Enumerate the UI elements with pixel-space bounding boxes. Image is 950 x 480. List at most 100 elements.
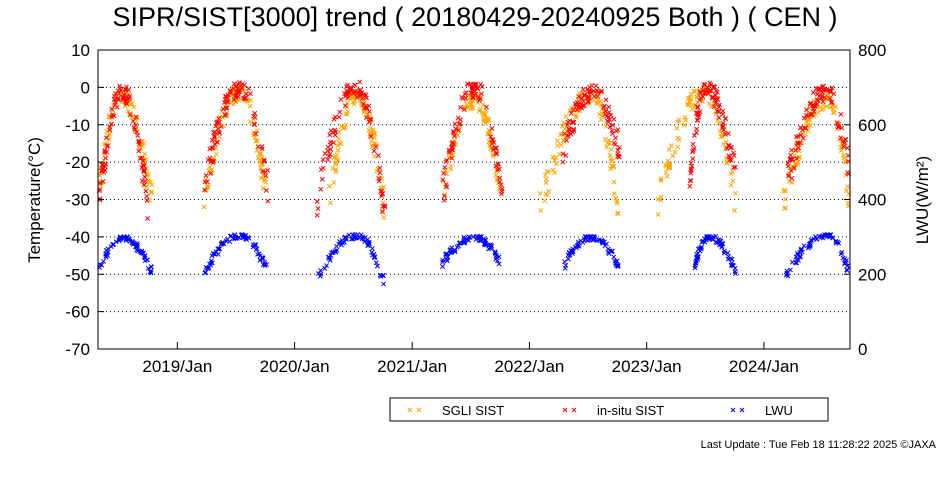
in-situ-sist-point	[479, 91, 484, 97]
in-situ-sist-point	[375, 153, 381, 158]
sgli-sist-point	[607, 152, 613, 158]
in-situ-sist-point	[814, 97, 820, 103]
in-situ-sist-point	[450, 144, 456, 150]
in-situ-sist-point	[100, 166, 106, 172]
in-situ-sist-point	[142, 178, 148, 184]
lwu-point	[337, 239, 343, 245]
sgli-sist-point	[143, 156, 149, 162]
in-situ-sist-point	[615, 127, 621, 133]
in-situ-sist-point	[571, 126, 577, 132]
lwu-point	[594, 238, 600, 244]
sgli-sist-point	[344, 100, 350, 106]
in-situ-sist-point	[261, 157, 267, 163]
in-situ-sist-point	[315, 206, 321, 212]
in-situ-sist-point	[700, 94, 706, 100]
in-situ-sist-point	[144, 198, 150, 203]
sgli-sist-point	[603, 123, 609, 129]
sgli-sist-point	[260, 185, 266, 191]
sgli-sist-point	[553, 155, 559, 160]
in-situ-sist-point	[441, 197, 447, 203]
sgli-sist-point	[838, 148, 844, 153]
lwu-point	[140, 250, 146, 256]
sgli-sist-point	[344, 111, 350, 117]
sgli-sist-point	[125, 108, 131, 114]
y-tick-label: 10	[71, 41, 90, 60]
in-situ-sist-point	[203, 173, 209, 178]
sgli-sist-point	[381, 215, 387, 221]
x-tick-label: 2024/Jan	[729, 357, 799, 376]
in-situ-sist-point	[441, 193, 447, 199]
in-situ-sist-point	[615, 151, 621, 157]
sgli-sist-point	[486, 128, 492, 133]
sgli-sist-point	[333, 169, 339, 175]
in-situ-sist-point	[223, 105, 229, 111]
in-situ-sist-point	[97, 180, 103, 186]
lwu-point	[718, 241, 724, 247]
sgli-sist-point	[484, 117, 490, 123]
lwu-point	[601, 239, 607, 245]
lwu-point	[381, 281, 387, 287]
in-situ-sist-point	[470, 94, 476, 100]
in-situ-sist-point	[209, 145, 215, 151]
in-situ-sist-point	[330, 129, 336, 135]
in-situ-sist-point	[493, 145, 499, 151]
in-situ-sist-point	[834, 120, 840, 126]
in-situ-sist-point	[838, 111, 844, 117]
in-situ-sist-point	[342, 103, 348, 109]
y2-axis-title: LWU(W/m²)	[913, 156, 932, 244]
sgli-sist-point	[830, 109, 836, 115]
in-situ-sist-point	[326, 153, 332, 159]
y-axis-title: Temperature(°C)	[25, 137, 44, 263]
legend-label: SGLI SIST	[442, 403, 504, 418]
in-situ-sist-point	[103, 155, 108, 161]
in-situ-sist-point	[818, 95, 824, 101]
lwu-point	[844, 267, 850, 273]
sgli-sist-point	[573, 112, 579, 118]
sgli-sist-point	[335, 147, 341, 153]
lwu-point	[129, 240, 135, 246]
in-situ-sist-point	[354, 94, 360, 100]
in-situ-sist-point	[731, 153, 737, 159]
in-situ-sist-point	[382, 203, 388, 209]
lwu-point	[141, 254, 147, 260]
in-situ-sist-point	[224, 105, 230, 111]
y2-tick-label: 0	[858, 340, 867, 359]
in-situ-sist-point	[494, 151, 500, 157]
sgli-sist-point	[262, 177, 267, 183]
y2-tick-label: 800	[858, 41, 886, 60]
in-situ-sist-point	[102, 148, 108, 153]
in-situ-sist-point	[714, 89, 720, 95]
in-situ-sist-point	[202, 187, 208, 193]
in-situ-sist-point	[353, 89, 358, 95]
sgli-sist-point	[254, 128, 260, 134]
in-situ-sist-point	[811, 103, 817, 109]
in-situ-sist-point	[443, 159, 449, 165]
in-situ-sist-point	[582, 92, 588, 98]
sgli-sist-point	[686, 99, 692, 105]
lwu-point	[845, 263, 851, 269]
in-situ-sist-point	[831, 91, 837, 97]
lwu-point	[203, 269, 209, 275]
sgli-sist-point	[555, 143, 560, 149]
in-situ-sist-point	[450, 129, 456, 134]
in-situ-sist-point	[498, 182, 504, 188]
in-situ-sist-point	[725, 143, 731, 148]
sgli-sist-point	[807, 122, 813, 128]
in-situ-sist-point	[217, 130, 222, 136]
sgli-sist-point	[334, 152, 340, 158]
sgli-sist-point	[263, 179, 268, 185]
y-tick-label: -50	[65, 265, 90, 284]
sgli-sist-point	[104, 129, 110, 135]
in-situ-sist-point	[441, 170, 447, 176]
in-situ-sist-point	[100, 178, 106, 184]
in-situ-sist-point	[241, 82, 247, 88]
sgli-sist-point	[213, 151, 219, 157]
lwu-point	[103, 253, 109, 259]
sgli-sist-point	[658, 176, 664, 182]
lwu-point	[466, 237, 472, 243]
sgli-sist-point	[665, 158, 671, 164]
in-situ-sist-point	[325, 148, 331, 154]
in-situ-sist-point	[592, 94, 597, 99]
in-situ-sist-point	[455, 128, 461, 133]
in-situ-sist-point	[701, 82, 707, 87]
